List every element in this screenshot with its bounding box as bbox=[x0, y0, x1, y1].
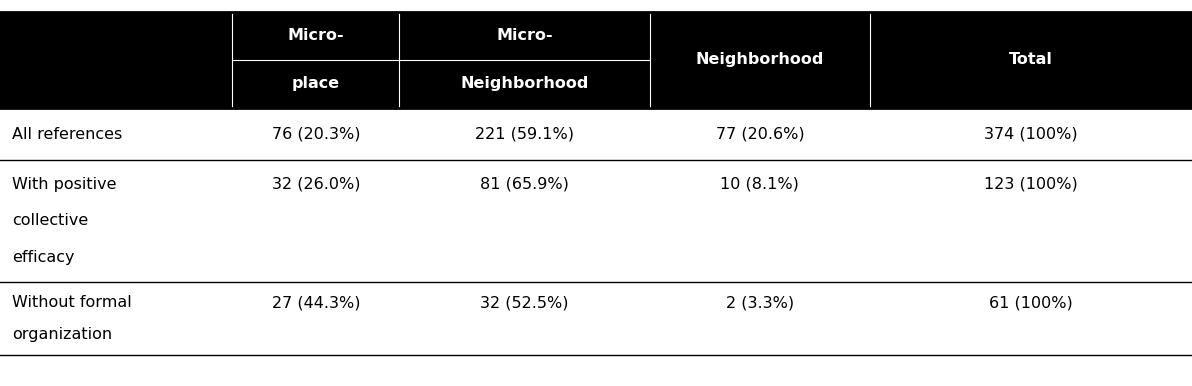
Text: 123 (100%): 123 (100%) bbox=[985, 177, 1078, 191]
Text: 32 (26.0%): 32 (26.0%) bbox=[272, 177, 360, 191]
Text: All references: All references bbox=[12, 127, 122, 142]
Text: Micro-: Micro- bbox=[287, 28, 344, 43]
Bar bbox=[0, 160, 1192, 282]
Text: Neighborhood: Neighborhood bbox=[696, 52, 824, 67]
Text: Without formal: Without formal bbox=[12, 295, 131, 310]
Bar bbox=[0, 282, 1192, 355]
Text: 221 (59.1%): 221 (59.1%) bbox=[474, 127, 575, 142]
Text: Total: Total bbox=[1010, 52, 1053, 67]
Text: With positive: With positive bbox=[12, 177, 117, 191]
Text: 81 (65.9%): 81 (65.9%) bbox=[480, 177, 569, 191]
Bar bbox=[0, 108, 1192, 160]
Text: 10 (8.1%): 10 (8.1%) bbox=[720, 177, 800, 191]
Text: 61 (100%): 61 (100%) bbox=[989, 295, 1073, 310]
Text: 27 (44.3%): 27 (44.3%) bbox=[272, 295, 360, 310]
Text: 76 (20.3%): 76 (20.3%) bbox=[272, 127, 360, 142]
Text: place: place bbox=[292, 76, 340, 91]
Text: efficacy: efficacy bbox=[12, 251, 74, 265]
Text: 2 (3.3%): 2 (3.3%) bbox=[726, 295, 794, 310]
Text: collective: collective bbox=[12, 213, 88, 229]
Text: 77 (20.6%): 77 (20.6%) bbox=[715, 127, 805, 142]
Text: 374 (100%): 374 (100%) bbox=[985, 127, 1078, 142]
Text: Micro-: Micro- bbox=[496, 28, 553, 43]
Text: Neighborhood: Neighborhood bbox=[460, 76, 589, 91]
Text: organization: organization bbox=[12, 327, 112, 342]
Bar bbox=[0, 12, 1192, 108]
Text: 32 (52.5%): 32 (52.5%) bbox=[480, 295, 569, 310]
